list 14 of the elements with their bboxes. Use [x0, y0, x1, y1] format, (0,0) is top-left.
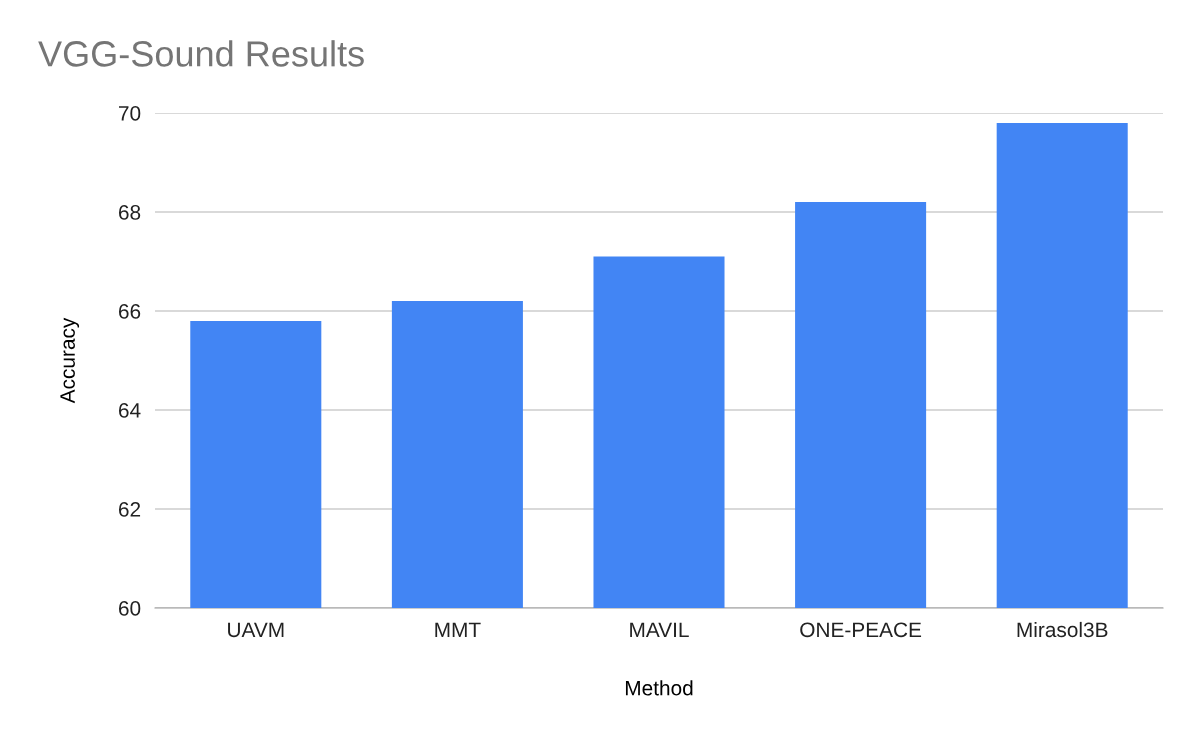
x-tick-label: Mirasol3B [1017, 621, 1108, 638]
x-tick-label: MAVIL [630, 622, 689, 637]
x-tick-label: UAVM [228, 622, 284, 638]
x-tick-label: ONE-PEACE [800, 622, 922, 638]
x-tick-label: MMT [435, 622, 481, 637]
y-tick-label: 70 [119, 106, 141, 121]
x-axis-title: Method [625, 680, 693, 696]
y-axis-title: Accuracy [60, 317, 80, 404]
y-tick-label: 68 [119, 205, 141, 220]
y-tick-label: 64 [119, 403, 141, 418]
chart-title: VGG-Sound Results [38, 40, 364, 67]
y-tick-label: 66 [119, 304, 141, 319]
y-tick-label: 62 [119, 502, 141, 517]
y-tick-label: 60 [119, 601, 141, 616]
